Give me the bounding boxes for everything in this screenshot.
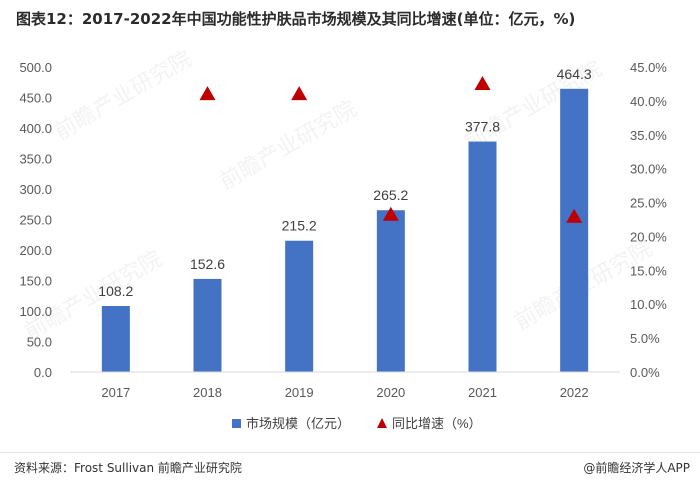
right-y-tick-label: 20.0% bbox=[630, 229, 667, 244]
bar bbox=[376, 210, 405, 372]
bar bbox=[101, 305, 130, 372]
combo-chart: 前瞻产业研究院前瞻产业研究院前瞻产业研究院前瞻产业研究院前瞻产业研究院 0.05… bbox=[19, 46, 667, 431]
growth-marker-series bbox=[199, 75, 583, 223]
left-y-tick-label: 200.0 bbox=[19, 243, 52, 258]
left-y-tick-label: 50.0 bbox=[27, 335, 52, 350]
chart-title: 图表12：2017-2022年中国功能性护肤品市场规模及其同比增速(单位：亿元，… bbox=[16, 10, 576, 28]
right-y-tick-label: 5.0% bbox=[630, 331, 660, 346]
bar bbox=[285, 240, 314, 372]
right-y-tick-label: 0.0% bbox=[630, 365, 660, 380]
x-tick-label: 2019 bbox=[285, 385, 314, 400]
left-y-tick-label: 400.0 bbox=[19, 121, 52, 136]
x-tick-label: 2022 bbox=[560, 385, 589, 400]
watermark-text: 前瞻产业研究院 bbox=[20, 246, 166, 345]
bar-data-labels: 108.2 152.6 215.2 265.2 377.8 464.3 bbox=[98, 66, 592, 299]
bar-series bbox=[101, 88, 589, 372]
right-y-axis: 0.0% 5.0% 10.0% 15.0% 20.0% 25.0% 30.0% 35.0% 40… bbox=[630, 60, 667, 380]
x-tick-label: 2020 bbox=[376, 385, 405, 400]
growth-marker bbox=[566, 208, 583, 223]
watermark-text: 前瞻产业研究院 bbox=[50, 46, 196, 145]
bar bbox=[468, 141, 497, 372]
left-y-axis: 0.0 50.0 100.0 150.0 200.0 250.0 300.0 350.0 400… bbox=[19, 60, 52, 380]
right-y-tick-label: 45.0% bbox=[630, 60, 667, 75]
right-y-tick-label: 35.0% bbox=[630, 128, 667, 143]
left-y-tick-label: 300.0 bbox=[19, 182, 52, 197]
left-y-tick-label: 500.0 bbox=[19, 60, 52, 75]
right-y-tick-label: 30.0% bbox=[630, 162, 667, 177]
brand-credit: @前瞻经济学人APP bbox=[583, 461, 690, 475]
right-y-tick-label: 40.0% bbox=[630, 94, 667, 109]
legend: 市场规模（亿元） 同比增速（%） bbox=[232, 416, 482, 431]
bar-data-label: 265.2 bbox=[373, 187, 408, 203]
growth-marker bbox=[291, 86, 308, 101]
legend-marker-swatch bbox=[377, 418, 387, 428]
right-y-tick-label: 25.0% bbox=[630, 196, 667, 211]
x-tick-label: 2017 bbox=[101, 385, 130, 400]
bar-data-label: 464.3 bbox=[557, 66, 592, 82]
watermark-text: 前瞻产业研究院 bbox=[215, 96, 361, 195]
growth-marker bbox=[382, 206, 399, 221]
bar bbox=[560, 88, 589, 372]
right-y-tick-label: 10.0% bbox=[630, 297, 667, 312]
right-y-tick-label: 15.0% bbox=[630, 263, 667, 278]
growth-marker bbox=[474, 75, 491, 90]
left-y-tick-label: 450.0 bbox=[19, 91, 52, 106]
left-y-tick-label: 250.0 bbox=[19, 213, 52, 228]
bar bbox=[193, 278, 222, 372]
left-y-tick-label: 150.0 bbox=[19, 274, 52, 289]
source-note: 资料来源：Frost Sullivan 前瞻产业研究院 bbox=[14, 461, 242, 475]
chart-area: 前瞻产业研究院前瞻产业研究院前瞻产业研究院前瞻产业研究院前瞻产业研究院 0.05… bbox=[0, 40, 700, 450]
left-y-tick-label: 100.0 bbox=[19, 304, 52, 319]
growth-marker bbox=[199, 86, 216, 101]
legend-marker-label: 同比增速（%） bbox=[392, 416, 482, 431]
footer-divider bbox=[0, 452, 700, 453]
left-y-tick-label: 350.0 bbox=[19, 152, 52, 167]
bar-data-label: 215.2 bbox=[282, 218, 317, 234]
x-tick-label: 2021 bbox=[468, 385, 497, 400]
bar-data-label: 152.6 bbox=[190, 256, 225, 272]
left-y-tick-label: 0.0 bbox=[34, 365, 52, 380]
bar-data-label: 108.2 bbox=[98, 283, 133, 299]
legend-bar-swatch bbox=[232, 419, 241, 428]
bar-data-label: 377.8 bbox=[465, 119, 500, 135]
legend-bar-label: 市场规模（亿元） bbox=[246, 416, 350, 431]
x-tick-label: 2018 bbox=[193, 385, 222, 400]
x-axis-ticks: 2017 2018 2019 2020 2021 2022 bbox=[101, 385, 588, 400]
